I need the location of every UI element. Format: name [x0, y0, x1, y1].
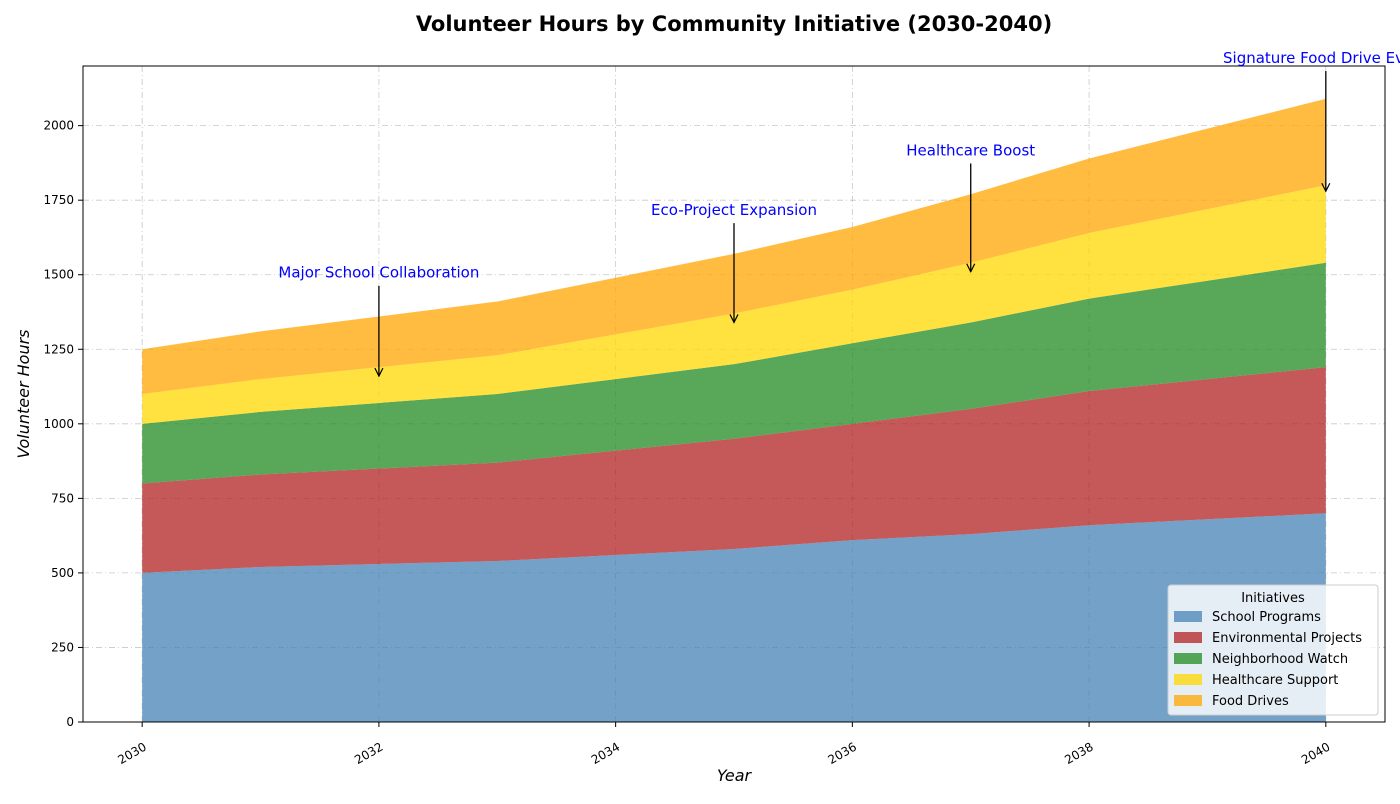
legend-title: Initiatives: [1241, 591, 1305, 606]
legend-swatch-3: [1174, 674, 1202, 685]
area-series-2: [142, 262, 1326, 484]
area-series-4: [142, 98, 1326, 395]
legend-box: [1167, 584, 1379, 716]
area-series: [142, 98, 1326, 722]
y-tick-label: 1500: [43, 268, 74, 282]
legend-label-4: Food Drives: [1212, 694, 1289, 709]
legend-label-3: Healthcare Support: [1212, 673, 1338, 688]
x-tick-label: 2036: [826, 740, 859, 767]
annotations: Major School Collaboration Eco-Project Ex…: [278, 49, 1400, 376]
y-tick-label: 1000: [43, 417, 74, 431]
y-tick-label: 1250: [43, 342, 74, 356]
x-tick-label: 2040: [1299, 740, 1332, 767]
legend: Initiatives School Programs Environmental…: [1167, 584, 1379, 716]
annotation-label-2: Healthcare Boost: [906, 141, 1035, 159]
chart-title: Volunteer Hours by Community Initiative …: [416, 12, 1052, 36]
y-tick-label: 500: [51, 566, 74, 580]
area-series-1: [142, 367, 1326, 573]
annotation-label-0: Major School Collaboration: [278, 264, 479, 282]
y-tick-label: 1750: [43, 193, 74, 207]
legend-swatch-0: [1174, 611, 1202, 622]
y-tick-label: 2000: [43, 119, 74, 133]
y-tick-label: 0: [66, 715, 74, 729]
plot-frame: [82, 65, 1386, 723]
annotation-label-1: Eco-Project Expansion: [651, 201, 817, 219]
y-axis-label: Volunteer Hours: [14, 329, 33, 458]
x-tick-label: 2032: [352, 740, 385, 767]
legend-swatch-4: [1174, 695, 1202, 706]
legend-label-1: Environmental Projects: [1212, 631, 1362, 646]
y-tick-label: 750: [51, 491, 74, 505]
y-tick-label: 250: [51, 640, 74, 654]
area-series-3: [142, 185, 1326, 424]
annotation-label-3: Signature Food Drive Event: [1223, 49, 1400, 67]
x-tick-label: 2038: [1062, 740, 1095, 767]
area-series-0: [142, 513, 1326, 722]
x-axis-label: Year: [717, 766, 753, 785]
legend-swatch-1: [1174, 632, 1202, 643]
legend-label-2: Neighborhood Watch: [1212, 652, 1348, 667]
legend-swatch-2: [1174, 653, 1202, 664]
legend-label-0: School Programs: [1212, 610, 1321, 625]
x-tick-label: 2034: [589, 740, 622, 767]
x-tick-label: 2030: [115, 740, 148, 767]
